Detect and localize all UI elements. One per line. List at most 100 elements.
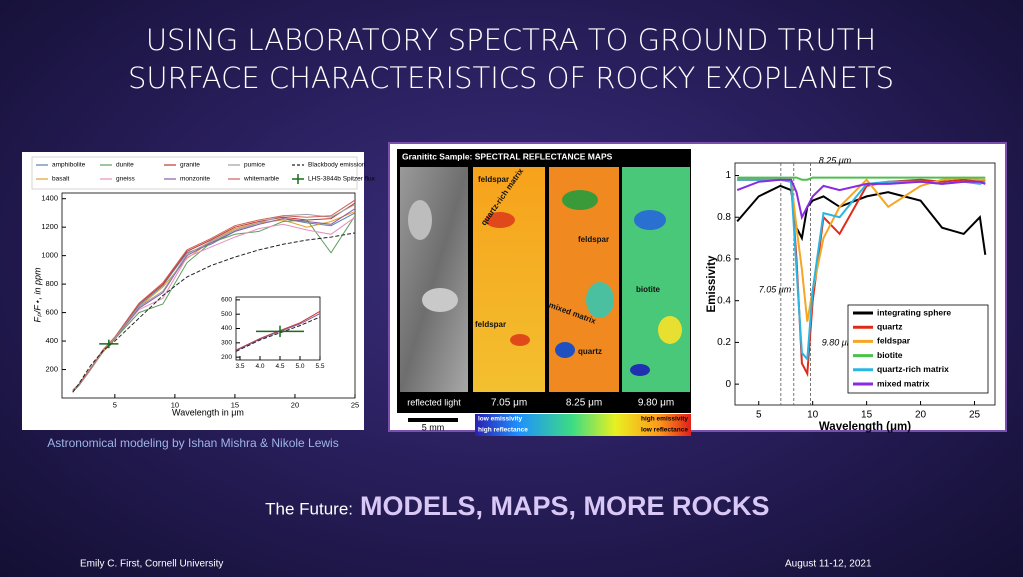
series-line [736,178,986,221]
future-lead: The Future: [265,499,353,518]
y-tick-label: 1200 [41,222,58,231]
panel-label: 7.05 μm [491,398,527,409]
x-tick-label: 5 [756,410,762,421]
y-tick-label: 800 [45,279,58,288]
x-tick-label: 25 [351,400,359,409]
map-blob [630,364,650,376]
series-line [72,232,355,393]
panel-label: 9.80 μm [638,398,674,409]
footer-author: Emily C. First, Cornell University [80,559,223,570]
marker-label: 8.25 μm [819,155,852,165]
legend-label: amphibolite [52,162,86,169]
legend-label: granite [180,162,200,169]
y-tick-label: 200 [45,365,58,374]
legend-label: pumice [244,162,265,169]
legend-label: quartz-rich matrix [877,364,949,374]
x-tick-label: 20 [915,410,927,421]
plot-area [235,296,321,361]
future-emphasis: MODELS, MAPS, MORE ROCKS [360,491,770,521]
map-blob [586,282,614,318]
scale-label: 5 mm [422,422,445,432]
legend-box [847,304,989,394]
map-annotation: feldspar [475,320,506,329]
y-tick-label: 400 [221,325,232,332]
map-panel [400,167,468,392]
map-annotation: feldspar [578,235,609,244]
marker-label: 9.80 μm [822,337,855,347]
y-tick-label: 0.4 [717,295,731,306]
x-tick-label: 25 [969,410,981,421]
map-header: Granititc Sample: SPECTRAL REFLECTANCE M… [402,151,613,161]
legend-label: dunite [116,162,134,169]
y-tick-label: 1400 [41,194,58,203]
legend-label: whitemarble [243,176,279,183]
legend-label: integrating sphere [877,307,951,317]
caption: Astronomical modeling by Ishan Mishra & … [47,436,338,450]
footer-date: August 11-12, 2021 [785,559,872,570]
map-blob [422,288,458,312]
y-axis-label: Fₚ/F⋆, in ppm [32,267,42,323]
series-line [736,184,987,255]
panel-label: 8.25 μm [566,398,602,409]
x-tick-label: 3.5 [235,363,244,370]
x-tick-label: 15 [861,410,873,421]
colorbar-label: high reflectance [478,427,528,434]
colorbar-label: low emissivity [478,416,522,423]
map-blob [510,334,530,346]
series-line [72,203,355,392]
slide-title: USING LABORATORY SPECTRA TO GROUND TRUTH [146,23,876,57]
y-tick-label: 0.6 [717,254,731,265]
x-tick-label: 5.0 [295,363,304,370]
x-axis-label: Wavelength in μm [172,407,244,417]
legend-label: mixed matrix [877,378,930,388]
map-blob [485,212,515,228]
map-panel [473,167,545,392]
legend-label: biotite [877,350,903,360]
panel-label: reflected light [407,397,461,407]
y-tick-label: 300 [221,340,232,347]
y-tick-label: 600 [45,308,58,317]
legend-label: LHS-3844b Spitzer flux [308,176,376,183]
legend-label: feldspar [877,336,911,346]
legend-label: gneiss [116,176,136,183]
x-axis-label: Wavelength (μm) [819,421,911,433]
y-tick-label: 200 [221,354,232,361]
map-annotation: quartz [578,347,602,356]
y-tick-label: 0.2 [717,337,731,348]
x-tick-label: 10 [171,400,179,409]
series-line [72,199,355,391]
legend-label: basalt [52,176,70,183]
map-blob [555,342,575,358]
y-tick-label: 1000 [41,251,58,260]
map-blob [634,210,666,230]
map-panel [622,167,690,392]
x-tick-label: 10 [807,410,819,421]
series-line [737,176,986,181]
legend-label: quartz [877,321,903,331]
colorbar-label: high emissivity [641,416,688,423]
y-tick-label: 400 [45,336,58,345]
x-tick-label: 20 [291,400,299,409]
map-blob [408,200,432,240]
y-axis-label: Emissivity [706,255,718,312]
marker-label: 7.05 μm [759,284,792,294]
map-blob [562,190,598,210]
map-annotation: biotite [636,285,661,294]
y-tick-label: 0.8 [717,212,731,223]
legend-label: Blackbody emission [308,162,366,169]
y-tick-label: 1 [725,170,731,181]
x-tick-label: 15 [231,400,239,409]
x-tick-label: 4.5 [275,363,284,370]
colorbar [475,414,691,436]
scale-bar [408,418,458,422]
slide-title: SURFACE CHARACTERISTICS OF ROCKY EXOPLAN… [128,61,894,95]
y-tick-label: 0 [725,379,731,390]
map-annotation: feldspar [478,175,509,184]
maps: Granititc Sample: SPECTRAL REFLECTANCE M… [397,149,691,436]
x-tick-label: 5.5 [315,363,324,370]
x-tick-label: 5 [113,400,117,409]
colorbar-label: low reflectance [641,427,688,434]
map-blob [658,316,682,344]
legend-label: monzonite [180,176,210,183]
